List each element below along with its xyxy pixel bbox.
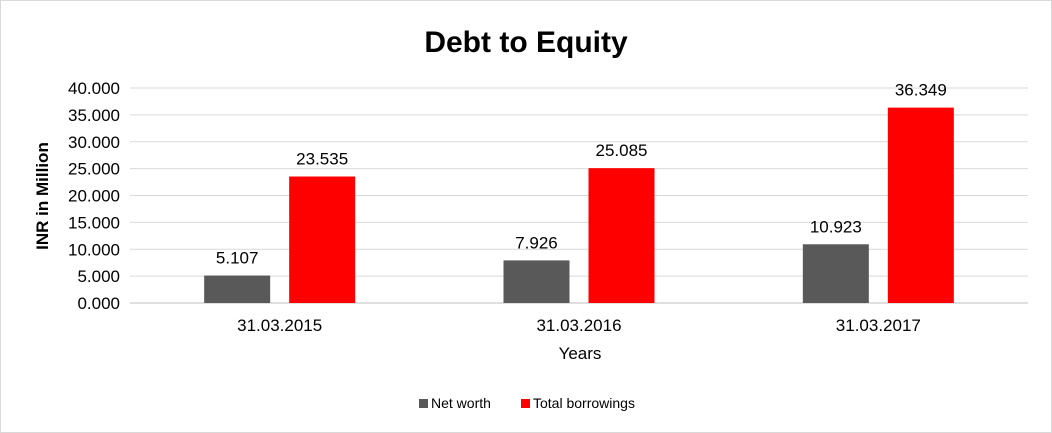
data-label: 36.349 <box>895 81 947 100</box>
bar-total-borrowings-31.03.2017 <box>887 107 954 304</box>
gridlines <box>130 87 1028 304</box>
data-labels: 5.107 23.535 7.926 25.085 10.923 36.349 <box>216 81 947 268</box>
data-label: 10.923 <box>810 217 862 236</box>
chart-title: Debt to Equity <box>424 26 628 59</box>
data-label: 25.085 <box>596 141 648 160</box>
legend-swatch-net-worth <box>419 399 428 408</box>
bar-total-borrowings-31.03.2016 <box>588 168 655 303</box>
x-tick-label: 31.03.2016 <box>536 316 621 335</box>
y-tick-label: 35.000 <box>68 106 120 125</box>
legend-swatch-total-borrowings <box>521 399 530 408</box>
data-label: 23.535 <box>296 149 348 168</box>
x-tick-label: 31.03.2015 <box>237 316 322 335</box>
y-tick-label: 15.000 <box>68 213 120 232</box>
y-axis-ticks: 0.000 5.000 10.000 15.000 20.000 25.000 30.000… <box>68 79 120 313</box>
bar-net-worth-31.03.2017 <box>802 244 869 303</box>
bar-net-worth-31.03.2016 <box>503 260 570 303</box>
y-tick-label: 0.000 <box>77 294 120 313</box>
bar-total-borrowings-31.03.2015 <box>289 176 356 303</box>
bars <box>204 107 954 304</box>
x-axis-title: Years <box>559 344 602 363</box>
x-tick-label: 31.03.2017 <box>836 316 921 335</box>
y-axis-title: INR in Million <box>33 142 52 250</box>
x-axis-ticks: 31.03.2015 31.03.2016 31.03.2017 <box>237 316 921 335</box>
y-tick-label: 30.000 <box>68 133 120 152</box>
y-tick-label: 40.000 <box>68 79 120 98</box>
bar-net-worth-31.03.2015 <box>204 275 271 303</box>
legend-label: Net worth <box>431 395 491 411</box>
legend: Net worth Total borrowings <box>419 395 635 411</box>
y-tick-label: 10.000 <box>68 240 120 259</box>
legend-label: Total borrowings <box>533 395 635 411</box>
y-tick-label: 20.000 <box>68 187 120 206</box>
data-label: 5.107 <box>216 249 259 268</box>
y-tick-label: 5.000 <box>77 267 120 286</box>
data-label: 7.926 <box>515 233 558 252</box>
y-tick-label: 25.000 <box>68 160 120 179</box>
